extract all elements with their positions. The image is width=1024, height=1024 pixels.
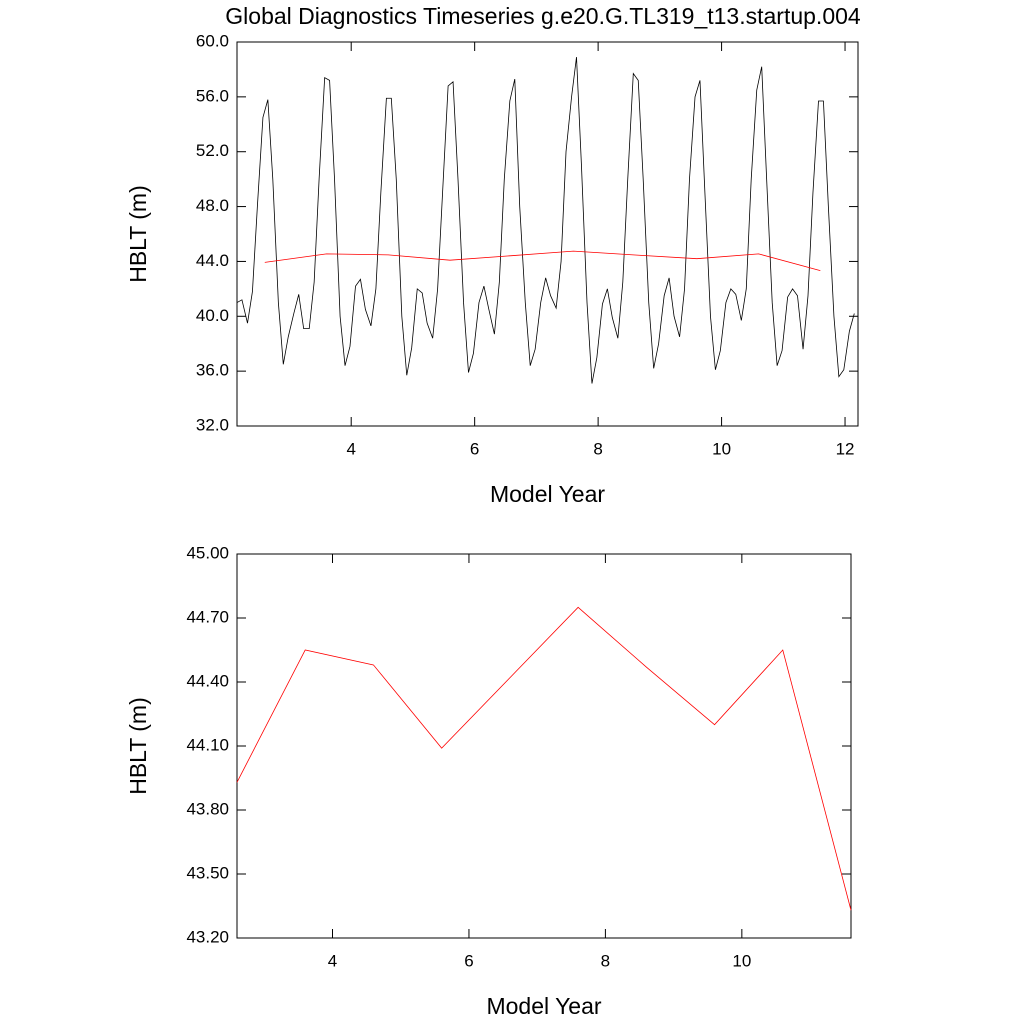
x-axis-label: Model Year bbox=[490, 481, 605, 507]
y-tick-label: 40.0 bbox=[196, 306, 229, 325]
y-tick-label: 52.0 bbox=[196, 141, 229, 160]
y-tick-label: 44.70 bbox=[186, 607, 229, 626]
x-tick-label: 10 bbox=[712, 439, 731, 458]
y-tick-label: 43.20 bbox=[186, 927, 229, 946]
y-tick-label: 36.0 bbox=[196, 361, 229, 380]
y-axis-label: HBLT (m) bbox=[125, 697, 151, 795]
data-line bbox=[264, 250, 821, 272]
plot-frame bbox=[236, 41, 859, 427]
y-tick-label: 32.0 bbox=[196, 415, 229, 434]
x-tick-label: 6 bbox=[464, 951, 473, 970]
x-tick-label: 8 bbox=[593, 439, 602, 458]
y-tick-label: 44.0 bbox=[196, 251, 229, 270]
y-tick-label: 56.0 bbox=[196, 86, 229, 105]
y-tick-label: 60.0 bbox=[196, 31, 229, 50]
y-tick-label: 45.00 bbox=[186, 543, 229, 562]
y-tick-label: 43.80 bbox=[186, 799, 229, 818]
data-line bbox=[236, 606, 852, 911]
chart-title: Global Diagnostics Timeseries g.e20.G.TL… bbox=[225, 3, 861, 29]
x-tick-label: 12 bbox=[836, 439, 855, 458]
y-tick-label: 43.50 bbox=[186, 863, 229, 882]
x-tick-label: 4 bbox=[346, 439, 355, 458]
y-tick-label: 48.0 bbox=[196, 196, 229, 215]
y-axis-label: HBLT (m) bbox=[125, 185, 151, 283]
plot-frame bbox=[236, 553, 852, 939]
x-tick-label: 10 bbox=[732, 951, 751, 970]
y-tick-label: 44.10 bbox=[186, 735, 229, 754]
x-tick-label: 6 bbox=[470, 439, 479, 458]
y-tick-label: 44.40 bbox=[186, 671, 229, 690]
x-tick-label: 8 bbox=[601, 951, 610, 970]
x-axis-label: Model Year bbox=[486, 993, 601, 1019]
data-line bbox=[236, 57, 855, 384]
x-tick-label: 4 bbox=[328, 951, 337, 970]
